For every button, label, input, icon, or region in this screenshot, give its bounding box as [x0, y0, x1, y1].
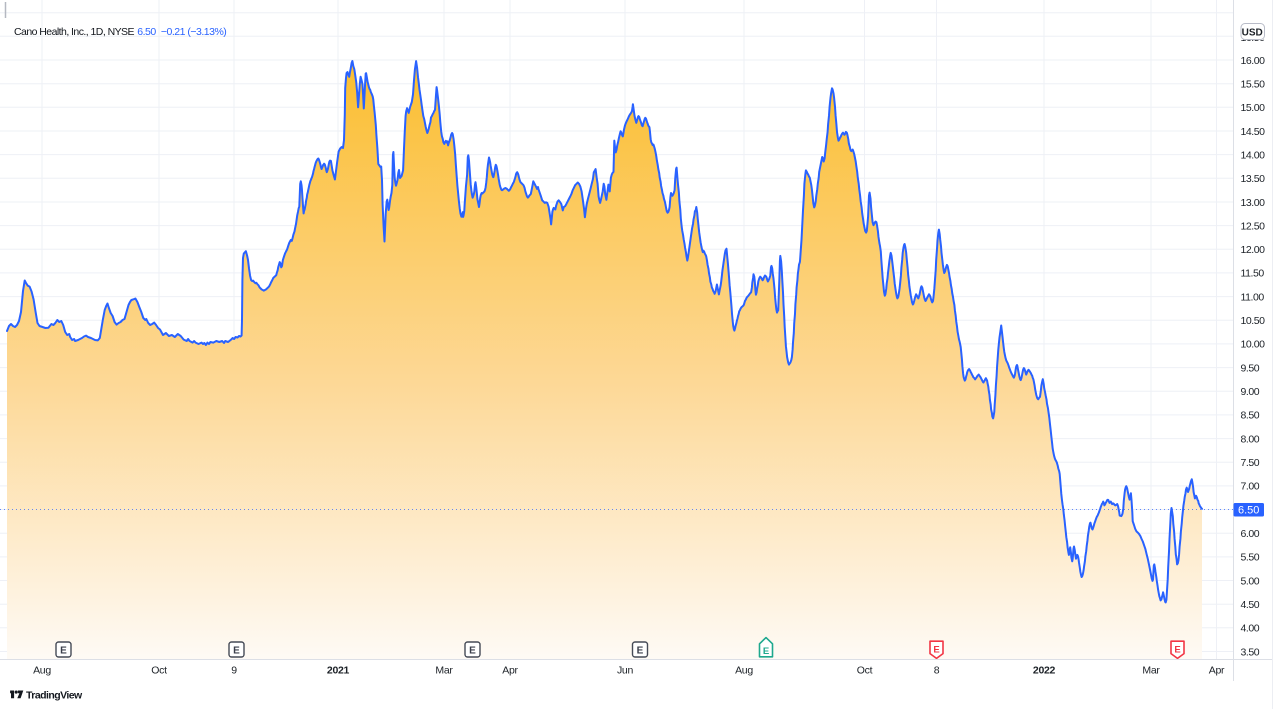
svg-text:E: E — [637, 646, 644, 657]
svg-text:5.00: 5.00 — [1241, 575, 1260, 587]
svg-text:14.00: 14.00 — [1241, 149, 1266, 161]
svg-text:10.50: 10.50 — [1241, 315, 1266, 327]
svg-text:5.50: 5.50 — [1241, 552, 1260, 564]
svg-text:TradingView: TradingView — [26, 689, 83, 701]
svg-text:8.50: 8.50 — [1241, 410, 1260, 422]
svg-text:Mar: Mar — [435, 665, 453, 677]
svg-text:13.00: 13.00 — [1241, 197, 1266, 209]
svg-text:6.00: 6.00 — [1241, 528, 1260, 540]
svg-text:7.00: 7.00 — [1241, 481, 1260, 493]
svg-text:E: E — [763, 646, 769, 657]
svg-text:13.50: 13.50 — [1241, 173, 1266, 185]
svg-text:9.50: 9.50 — [1241, 362, 1260, 374]
svg-text:2021: 2021 — [327, 665, 350, 677]
svg-text:Apr: Apr — [1209, 665, 1225, 677]
svg-text:11.00: 11.00 — [1241, 291, 1265, 303]
svg-text:Jun: Jun — [617, 665, 633, 677]
svg-text:−0.21 (−3.13%): −0.21 (−3.13%) — [161, 26, 226, 38]
svg-text:8: 8 — [934, 665, 940, 677]
svg-text:E: E — [469, 646, 476, 657]
svg-text:3.50: 3.50 — [1241, 646, 1260, 658]
svg-text:E: E — [933, 645, 939, 656]
svg-text:11.50: 11.50 — [1241, 268, 1265, 280]
svg-text:Cano Health, Inc., 1D, NYSE: Cano Health, Inc., 1D, NYSE — [14, 26, 135, 38]
svg-text:Apr: Apr — [502, 665, 518, 677]
svg-text:7.50: 7.50 — [1241, 457, 1260, 469]
svg-text:E: E — [60, 646, 67, 657]
svg-text:9.00: 9.00 — [1241, 386, 1260, 398]
svg-text:USD: USD — [1242, 28, 1263, 39]
svg-text:E: E — [1174, 645, 1180, 656]
svg-text:15.00: 15.00 — [1241, 102, 1266, 114]
svg-text:15.50: 15.50 — [1241, 79, 1266, 91]
svg-text:8.00: 8.00 — [1241, 433, 1260, 445]
svg-text:12.50: 12.50 — [1241, 220, 1266, 232]
svg-text:2022: 2022 — [1033, 665, 1056, 677]
svg-text:16.00: 16.00 — [1241, 55, 1266, 67]
svg-text:6.50: 6.50 — [1238, 504, 1259, 516]
svg-text:12.00: 12.00 — [1241, 244, 1266, 256]
svg-text:Oct: Oct — [151, 665, 167, 677]
svg-text:4.00: 4.00 — [1241, 623, 1260, 635]
svg-text:10.00: 10.00 — [1241, 339, 1266, 351]
svg-text:Mar: Mar — [1142, 665, 1160, 677]
svg-text:Aug: Aug — [735, 665, 753, 677]
svg-text:Aug: Aug — [33, 665, 51, 677]
svg-text:4.50: 4.50 — [1241, 599, 1260, 611]
svg-text:Oct: Oct — [857, 665, 873, 677]
svg-text:14.50: 14.50 — [1241, 126, 1266, 138]
svg-text:6.50: 6.50 — [137, 26, 156, 38]
svg-text:9: 9 — [231, 665, 237, 677]
svg-text:16.50: 16.50 — [1241, 32, 1266, 44]
svg-text:E: E — [233, 646, 240, 657]
